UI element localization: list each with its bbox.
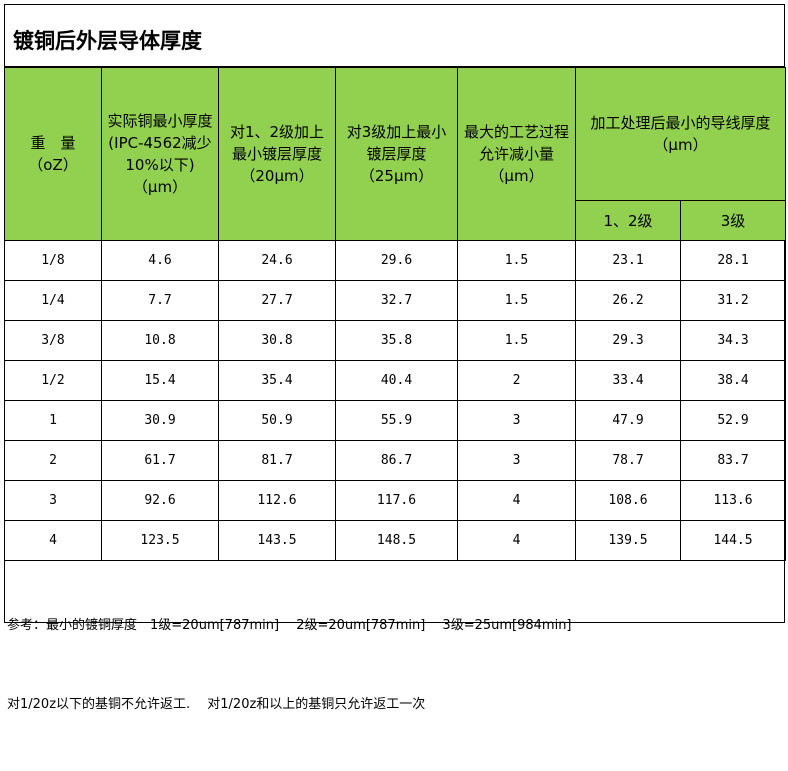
table-cell[interactable]: 30.8: [219, 321, 336, 361]
table-cell[interactable]: 2: [5, 441, 102, 481]
table-cell[interactable]: 117.6: [336, 481, 458, 521]
table-cell[interactable]: 83.7: [681, 441, 786, 481]
table-cell[interactable]: 112.6: [219, 481, 336, 521]
header-final-min: 加工处理后最小的导线厚度 （μm）: [576, 68, 786, 201]
table-cell[interactable]: 1.5: [458, 321, 576, 361]
table-cell[interactable]: 3/8: [5, 321, 102, 361]
table-cell[interactable]: 27.7: [219, 281, 336, 321]
table-cell[interactable]: 26.2: [576, 281, 681, 321]
table-cell[interactable]: 30.9: [102, 401, 219, 441]
table-cell[interactable]: 55.9: [336, 401, 458, 441]
header-class12-plating-label: 对1、2级加上最小镀层厚度 （20μm）: [230, 123, 324, 185]
table-cell[interactable]: 86.7: [336, 441, 458, 481]
table-cell[interactable]: 139.5: [576, 521, 681, 561]
thickness-table: 重 量 （oZ） 实际铜最小厚度(IPC-4562减少10%以下) （μm） 对…: [4, 67, 786, 561]
table-cell[interactable]: 1.5: [458, 281, 576, 321]
table-cell[interactable]: 52.9: [681, 401, 786, 441]
table-cell[interactable]: 1: [5, 401, 102, 441]
table-cell[interactable]: 7.7: [102, 281, 219, 321]
table-cell[interactable]: 1/4: [5, 281, 102, 321]
table-cell[interactable]: 113.6: [681, 481, 786, 521]
table-cell[interactable]: 148.5: [336, 521, 458, 561]
table-cell[interactable]: 61.7: [102, 441, 219, 481]
table-cell[interactable]: 143.5: [219, 521, 336, 561]
table-cell[interactable]: 108.6: [576, 481, 681, 521]
table-cell[interactable]: 28.1: [681, 241, 786, 281]
table-cell[interactable]: 3: [5, 481, 102, 521]
table-cell[interactable]: 92.6: [102, 481, 219, 521]
table-cell[interactable]: 10.8: [102, 321, 219, 361]
spreadsheet-sheet: 镀铜后外层导体厚度 重 量 （oZ） 实际铜最小厚度(IPC-4562减少10%…: [4, 4, 785, 623]
table-cell[interactable]: 123.5: [102, 521, 219, 561]
table-cell[interactable]: 1/8: [5, 241, 102, 281]
table-cell[interactable]: 29.3: [576, 321, 681, 361]
header-final-class12: 1、2级: [576, 201, 681, 241]
header-weight: 重 量 （oZ）: [5, 68, 102, 241]
table-cell[interactable]: 31.2: [681, 281, 786, 321]
header-class3-plating: 对3级加上最小镀层厚度 （25μm）: [336, 68, 458, 241]
header-class3-plating-label: 对3级加上最小镀层厚度 （25μm）: [347, 123, 447, 185]
header-final-class3: 3级: [681, 201, 786, 241]
table-cell[interactable]: 3: [458, 441, 576, 481]
header-max-reduction: 最大的工艺过程允许减小量 （μm）: [458, 68, 576, 241]
header-final-min-label: 加工处理后最小的导线厚度 （μm）: [591, 114, 788, 154]
table-cell[interactable]: 144.5: [681, 521, 786, 561]
table-cell[interactable]: 15.4: [102, 361, 219, 401]
table-cell[interactable]: 4: [458, 521, 576, 561]
table-cell[interactable]: 34.3: [681, 321, 786, 361]
note-rework: 对1/20z以下的基铜不允许返工. 对1/20z和以上的基铜只允许返工一次: [7, 692, 784, 719]
header-actual-copper-label: 实际铜最小厚度(IPC-4562减少10%以下) （μm）: [107, 112, 212, 196]
sheet-title: 镀铜后外层导体厚度: [5, 5, 784, 67]
table-cell[interactable]: 40.4: [336, 361, 458, 401]
table-cell[interactable]: 1/2: [5, 361, 102, 401]
table-cell[interactable]: 32.7: [336, 281, 458, 321]
table-cell[interactable]: 50.9: [219, 401, 336, 441]
table-cell[interactable]: 35.8: [336, 321, 458, 361]
table-cell[interactable]: 38.4: [681, 361, 786, 401]
table-cell[interactable]: 3: [458, 401, 576, 441]
header-class12-plating: 对1、2级加上最小镀层厚度 （20μm）: [219, 68, 336, 241]
notes: 参考：最小的镀铜厚度 1级=20um[787min] 2级=20um[787mi…: [5, 561, 784, 771]
table-cell[interactable]: 1.5: [458, 241, 576, 281]
table-cell[interactable]: 4.6: [102, 241, 219, 281]
table-cell[interactable]: 29.6: [336, 241, 458, 281]
table-cell[interactable]: 2: [458, 361, 576, 401]
header-max-reduction-label: 最大的工艺过程允许减小量 （μm）: [464, 123, 569, 185]
table-cell[interactable]: 78.7: [576, 441, 681, 481]
table-cell[interactable]: 24.6: [219, 241, 336, 281]
header-weight-label: 重 量 （oZ）: [28, 134, 77, 174]
table-cell[interactable]: 33.4: [576, 361, 681, 401]
table-cell[interactable]: 81.7: [219, 441, 336, 481]
table-cell[interactable]: 4: [5, 521, 102, 561]
table-cell[interactable]: 23.1: [576, 241, 681, 281]
table-cell[interactable]: 35.4: [219, 361, 336, 401]
table-cell[interactable]: 47.9: [576, 401, 681, 441]
table-cell[interactable]: 4: [458, 481, 576, 521]
header-actual-copper: 实际铜最小厚度(IPC-4562减少10%以下) （μm）: [102, 68, 219, 241]
